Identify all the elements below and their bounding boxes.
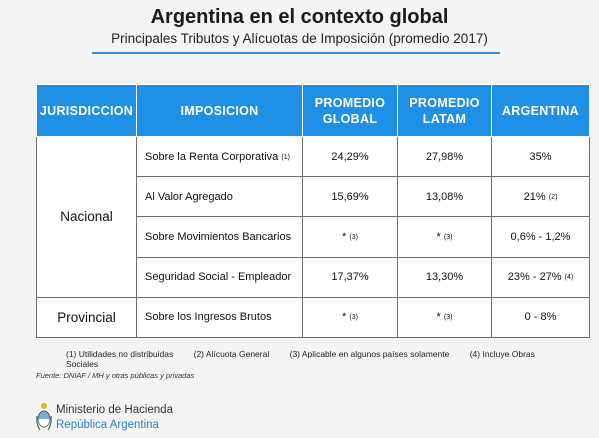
- footnote-4: (4) Incluye Obras Sociales: [66, 349, 535, 369]
- footnotes: (1) Utilidades no distribuidas (2) Alícu…: [66, 349, 586, 369]
- cell-latam: 13,08%: [397, 176, 492, 218]
- cell-argentina: 0,6% - 1,2%: [491, 216, 590, 258]
- cell-global: * (3): [302, 216, 398, 258]
- footnote-3: (3) Aplicable en algunos países solament…: [289, 349, 450, 359]
- cell-latam: * (3): [397, 296, 492, 339]
- table-row: Seguridad Social - Empleador 17,37% 13,3…: [37, 256, 590, 298]
- republic-name: República Argentina: [56, 419, 159, 431]
- subtitle-underline: [92, 52, 500, 54]
- table-header-row: JURISDICCION IMPOSICION PROMEDIO GLOBAL P…: [36, 84, 590, 137]
- header-argentina: ARGENTINA: [491, 84, 590, 137]
- header-imposicion: IMPOSICION: [136, 84, 303, 137]
- tax-comparison-table: JURISDICCION IMPOSICION PROMEDIO GLOBAL P…: [36, 84, 590, 339]
- jurisdiction-nacional: Nacional: [36, 136, 137, 298]
- cell-latam: 27,98%: [397, 135, 492, 178]
- cell-global: 15,69%: [302, 176, 398, 218]
- table-row: Sobre Movimientos Bancarios * (3) * (3) …: [37, 216, 590, 258]
- header-promedio-global: PROMEDIO GLOBAL: [302, 84, 398, 137]
- table-row: Provincial Sobre los Ingresos Brutos * (…: [36, 296, 590, 339]
- cell-global: 24,29%: [302, 135, 398, 178]
- cell-latam: * (3): [397, 216, 492, 258]
- source-note: Fuente: DNIAF / MH y otras públicas y pr…: [36, 371, 195, 380]
- footnote-2: (2) Alícuota General: [193, 349, 270, 359]
- cell-global: 17,37%: [302, 256, 398, 298]
- cell-imposicion: Al Valor Agregado: [136, 176, 303, 218]
- header-promedio-latam: PROMEDIO LATAM: [397, 84, 492, 137]
- page-title: Argentina en el contexto global: [150, 6, 449, 28]
- cell-argentina: 23% - 27% (4): [491, 256, 590, 298]
- cell-argentina: 35%: [491, 135, 590, 178]
- cell-argentina: 0 - 8%: [491, 296, 590, 339]
- cell-imposicion: Sobre los Ingresos Brutos: [136, 296, 303, 339]
- cell-imposicion: Sobre Movimientos Bancarios: [136, 216, 303, 258]
- footnote-1: (1) Utilidades no distribuidas: [66, 349, 174, 359]
- ministry-name: Ministerio de Hacienda: [56, 404, 173, 416]
- cell-argentina: 21% (2): [491, 176, 590, 218]
- table-row: Nacional Sobre la Renta Corporativa (1) …: [36, 135, 590, 298]
- page-subtitle: Principales Tributos y Alícuotas de Impo…: [111, 31, 488, 46]
- jurisdiction-provincial: Provincial: [36, 296, 137, 339]
- header-jurisdiccion: JURISDICCION: [36, 84, 137, 137]
- table-row: Al Valor Agregado 15,69% 13,08% 21% (2): [37, 176, 590, 218]
- cell-global: * (3): [302, 296, 398, 339]
- cell-imposicion: Seguridad Social - Empleador: [136, 256, 303, 298]
- argentina-coat-of-arms-icon: [36, 403, 52, 431]
- cell-imposicion: Sobre la Renta Corporativa (1): [136, 135, 303, 178]
- cell-latam: 13,30%: [397, 256, 492, 298]
